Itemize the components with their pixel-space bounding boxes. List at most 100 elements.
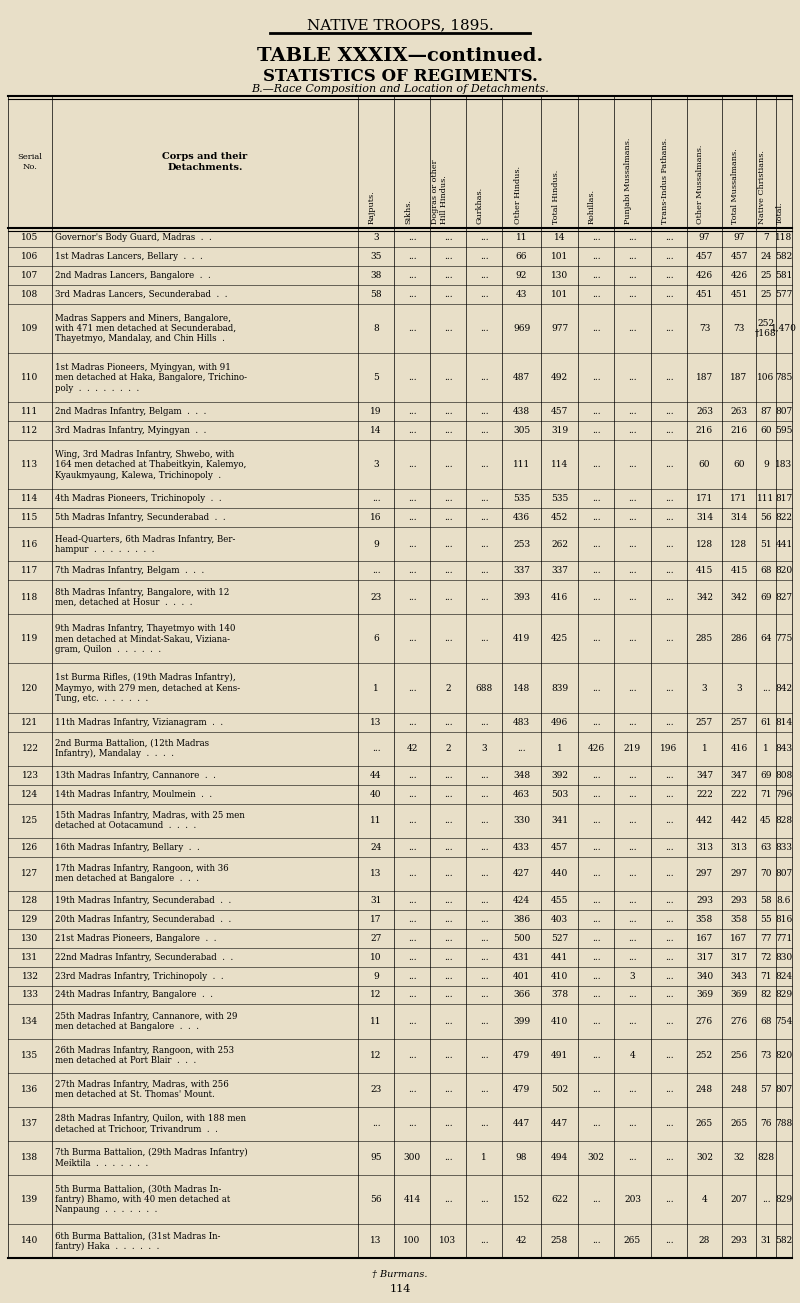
Text: 1st Burma Rifles, (19th Madras Infantry),
Maymyo, with 279 men, detached at Kens: 1st Burma Rifles, (19th Madras Infantry)… <box>55 674 240 704</box>
Text: ...: ... <box>444 1085 452 1095</box>
Text: 16: 16 <box>370 513 382 523</box>
Text: 31: 31 <box>760 1237 772 1246</box>
Text: 12: 12 <box>370 990 382 999</box>
Text: 341: 341 <box>551 816 568 825</box>
Text: ...: ... <box>408 1018 416 1025</box>
Text: 342: 342 <box>696 593 713 602</box>
Text: Total.: Total. <box>776 202 784 224</box>
Text: Serial
No.: Serial No. <box>18 154 42 171</box>
Text: ...: ... <box>408 567 416 575</box>
Text: ...: ... <box>408 770 416 779</box>
Text: 1: 1 <box>557 744 562 753</box>
Text: ...: ... <box>628 539 637 549</box>
Text: ...: ... <box>665 816 674 825</box>
Text: 403: 403 <box>551 915 568 924</box>
Text: 42: 42 <box>516 1237 527 1246</box>
Text: ...: ... <box>444 567 452 575</box>
Text: ...: ... <box>628 289 637 298</box>
Text: NATIVE TROOPS, 1895.: NATIVE TROOPS, 1895. <box>306 18 494 33</box>
Text: 401: 401 <box>513 972 530 981</box>
Text: 23: 23 <box>370 593 382 602</box>
Text: Rohillas.: Rohillas. <box>588 189 596 224</box>
Text: 369: 369 <box>696 990 713 999</box>
Text: ...: ... <box>665 1085 674 1095</box>
Text: 14: 14 <box>370 426 382 435</box>
Text: 64: 64 <box>760 635 772 644</box>
Text: ...: ... <box>665 790 674 799</box>
Text: 7th Madras Infantry, Belgam  .  .  .: 7th Madras Infantry, Belgam . . . <box>55 567 204 575</box>
Text: 386: 386 <box>513 915 530 924</box>
Text: ...: ... <box>665 972 674 981</box>
Text: 431: 431 <box>513 952 530 962</box>
Text: ...: ... <box>480 635 488 644</box>
Text: Governor's Body Guard, Madras  .  .: Governor's Body Guard, Madras . . <box>55 233 212 242</box>
Text: 265: 265 <box>730 1119 748 1128</box>
Text: 11: 11 <box>370 1018 382 1025</box>
Text: 203: 203 <box>624 1195 641 1204</box>
Text: ...: ... <box>665 407 674 416</box>
Text: 829: 829 <box>775 990 793 999</box>
Text: ...: ... <box>480 539 488 549</box>
Text: 775: 775 <box>775 635 793 644</box>
Text: 285: 285 <box>696 635 713 644</box>
Text: 8: 8 <box>373 324 379 334</box>
Text: ...: ... <box>444 494 452 503</box>
Text: 977: 977 <box>551 324 568 334</box>
Text: 582: 582 <box>775 251 793 261</box>
Text: 807: 807 <box>775 869 793 878</box>
Text: ...: ... <box>665 718 674 727</box>
Text: ...: ... <box>444 635 452 644</box>
Text: 595: 595 <box>775 426 793 435</box>
Text: ...: ... <box>665 770 674 779</box>
Text: 337: 337 <box>513 567 530 575</box>
Text: 222: 222 <box>696 790 713 799</box>
Text: ...: ... <box>665 915 674 924</box>
Text: 754: 754 <box>775 1018 793 1025</box>
Text: ...: ... <box>628 635 637 644</box>
Text: ...: ... <box>444 972 452 981</box>
Text: 122: 122 <box>22 744 38 753</box>
Text: ...: ... <box>408 460 416 469</box>
Text: 441: 441 <box>551 952 568 962</box>
Text: 128: 128 <box>22 895 38 904</box>
Text: ...: ... <box>628 426 637 435</box>
Text: ...: ... <box>480 990 488 999</box>
Text: ...: ... <box>628 494 637 503</box>
Text: 129: 129 <box>22 915 38 924</box>
Text: 66: 66 <box>516 251 527 261</box>
Text: † Burmans.: † Burmans. <box>372 1270 428 1280</box>
Text: 108: 108 <box>22 289 38 298</box>
Text: 424: 424 <box>513 895 530 904</box>
Text: ...: ... <box>592 407 600 416</box>
Text: 457: 457 <box>730 251 748 261</box>
Text: 11: 11 <box>370 816 382 825</box>
Text: ...: ... <box>628 895 637 904</box>
Text: 55: 55 <box>760 915 772 924</box>
Text: 58: 58 <box>760 895 772 904</box>
Text: ...: ... <box>592 895 600 904</box>
Text: ...: ... <box>665 895 674 904</box>
Text: 276: 276 <box>730 1018 747 1025</box>
Text: ...: ... <box>408 271 416 280</box>
Text: 582: 582 <box>775 1237 793 1246</box>
Text: 111: 111 <box>513 460 530 469</box>
Text: 76: 76 <box>760 1119 772 1128</box>
Text: ...: ... <box>628 843 637 852</box>
Text: Gurkhas.: Gurkhas. <box>476 186 484 224</box>
Text: 115: 115 <box>22 513 38 523</box>
Text: 317: 317 <box>696 952 713 962</box>
Text: 427: 427 <box>513 869 530 878</box>
Text: 503: 503 <box>551 790 568 799</box>
Text: Corps and their
Detachments.: Corps and their Detachments. <box>162 152 248 172</box>
Text: ...: ... <box>592 915 600 924</box>
Text: 118: 118 <box>22 593 38 602</box>
Text: ...: ... <box>592 1119 600 1128</box>
Text: 419: 419 <box>513 635 530 644</box>
Text: ...: ... <box>665 324 674 334</box>
Text: ...: ... <box>592 933 600 942</box>
Text: 219: 219 <box>624 744 641 753</box>
Text: 447: 447 <box>551 1119 568 1128</box>
Text: 38: 38 <box>370 271 382 280</box>
Text: 358: 358 <box>730 915 748 924</box>
Text: 31: 31 <box>370 895 382 904</box>
